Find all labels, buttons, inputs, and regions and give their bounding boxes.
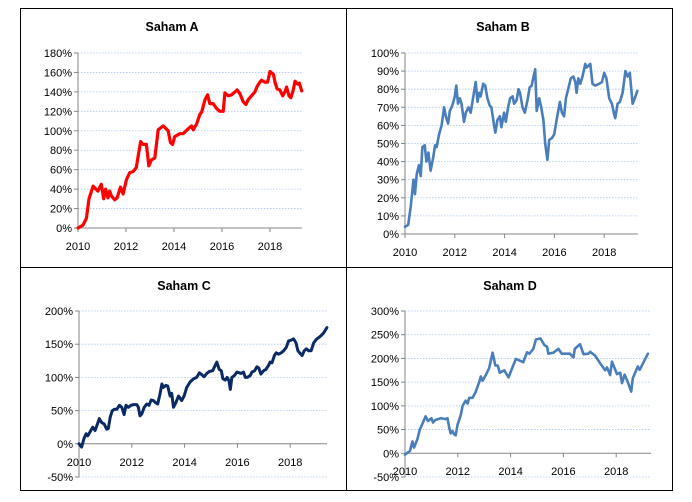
y-tick-label: 300% bbox=[371, 306, 399, 318]
y-tick-label: 40% bbox=[377, 157, 399, 169]
y-tick-label: 10% bbox=[377, 211, 399, 223]
x-tick-label: 2010 bbox=[66, 241, 90, 253]
x-tick-label: 2014 bbox=[162, 241, 186, 253]
y-tick-label: 160% bbox=[44, 67, 72, 79]
y-tick-label: 180% bbox=[44, 48, 72, 60]
x-tick-label: 2014 bbox=[492, 247, 516, 259]
chart-title-a: Saham A bbox=[145, 20, 199, 34]
x-tick-label: 2016 bbox=[225, 457, 249, 469]
y-tick-label: -50% bbox=[47, 472, 73, 484]
panel-divider-vertical bbox=[346, 8, 347, 491]
y-tick-label: 100% bbox=[371, 401, 399, 413]
y-tick-label: 50% bbox=[377, 425, 399, 437]
chart-b: 0% 10% 20% 30% 40% 50% 60% 70% 80% 90% 100% 2010 201… bbox=[371, 48, 639, 259]
x-tick-label: 2018 bbox=[592, 247, 616, 259]
x-tick-label: 2016 bbox=[551, 466, 575, 478]
y-tick-label: 0% bbox=[383, 229, 399, 241]
y-tick-label: 150% bbox=[45, 339, 73, 351]
y-tick-label: 40% bbox=[50, 184, 72, 196]
y-tick-label: 120% bbox=[44, 106, 72, 118]
y-tick-label: 100% bbox=[44, 126, 72, 138]
x-tick-label: 2012 bbox=[446, 466, 470, 478]
y-tick-label: 0% bbox=[383, 448, 399, 460]
chart-d: -50% 0% 50% 100% 150% 200% 250% 300% 2010 2012 201… bbox=[371, 306, 651, 484]
chart-title-d: Saham D bbox=[483, 279, 537, 293]
y-tick-label: 200% bbox=[371, 353, 399, 365]
y-tick-label: 60% bbox=[50, 165, 72, 177]
x-tick-label: 2010 bbox=[393, 466, 417, 478]
y-tick-label: 100% bbox=[371, 48, 399, 60]
series-line-c bbox=[77, 326, 329, 449]
y-tick-label: 30% bbox=[377, 175, 399, 187]
x-tick-label: 2012 bbox=[114, 241, 138, 253]
y-tick-label: 0% bbox=[56, 223, 72, 235]
x-tick-label: 2014 bbox=[172, 457, 196, 469]
chart-title-b: Saham B bbox=[476, 20, 530, 34]
x-tick-label: 2018 bbox=[604, 466, 628, 478]
y-tick-label: 20% bbox=[377, 193, 399, 205]
y-tick-label: 140% bbox=[44, 87, 72, 99]
y-tick-label: 0% bbox=[57, 439, 73, 451]
y-tick-label: 50% bbox=[51, 406, 73, 418]
x-tick-label: 2010 bbox=[393, 247, 417, 259]
chart-a: 0% 20% 40% 60% 80% 100% 120% 140% 160% 180% 2010 20… bbox=[44, 48, 304, 253]
x-tick-label: 2016 bbox=[210, 241, 234, 253]
y-tick-label: 70% bbox=[377, 102, 399, 114]
series-line-b bbox=[403, 62, 639, 229]
x-tick-label: 2014 bbox=[498, 466, 522, 478]
y-tick-label: 60% bbox=[377, 120, 399, 132]
x-tick-label: 2018 bbox=[278, 457, 302, 469]
x-tick-label: 2012 bbox=[443, 247, 467, 259]
y-tick-label: 150% bbox=[371, 377, 399, 389]
y-tick-label: 20% bbox=[50, 204, 72, 216]
x-tick-label: 2012 bbox=[120, 457, 144, 469]
series-line-d bbox=[403, 337, 650, 456]
y-tick-label: 80% bbox=[50, 145, 72, 157]
y-tick-label: 200% bbox=[45, 306, 73, 318]
series-line-a bbox=[76, 69, 304, 230]
y-tick-label: 250% bbox=[371, 330, 399, 342]
y-tick-label: 50% bbox=[377, 139, 399, 151]
y-tick-label: 100% bbox=[45, 372, 73, 384]
x-tick-label: 2018 bbox=[258, 241, 282, 253]
y-tick-label: -50% bbox=[373, 472, 399, 484]
x-tick-label: 2010 bbox=[67, 457, 91, 469]
x-tick-label: 2016 bbox=[542, 247, 566, 259]
panel-divider-horizontal bbox=[20, 267, 673, 268]
y-tick-label: 80% bbox=[377, 84, 399, 96]
chart-c: -50% 0% 50% 100% 150% 200% 2010 2012 2014 2016 201… bbox=[45, 306, 329, 484]
chart-title-c: Saham C bbox=[157, 279, 211, 293]
y-tick-label: 90% bbox=[377, 66, 399, 78]
